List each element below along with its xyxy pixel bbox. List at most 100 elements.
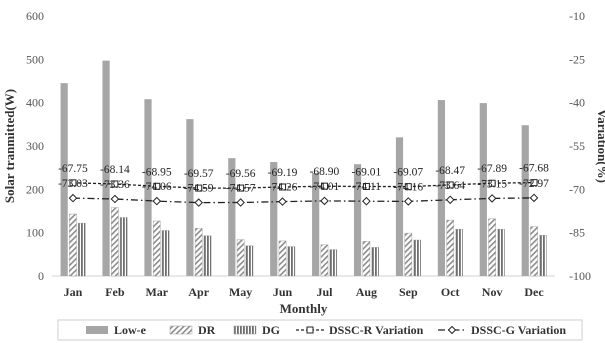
label-dssc-g: -73.36: [100, 179, 130, 191]
label-dssc-g: -74.57: [226, 183, 256, 195]
label-dssc-r: -67.75: [58, 163, 88, 175]
marker-dssc-g: [278, 197, 287, 206]
bar-low-e: [521, 125, 529, 276]
bar-dg: [497, 228, 505, 277]
marker-dssc-g: [68, 193, 78, 203]
y2-tick-label: -70: [569, 182, 585, 196]
label-dssc-r: -68.95: [142, 166, 172, 178]
label-dssc-r: -69.57: [184, 168, 214, 180]
label-dssc-r: -69.19: [268, 167, 298, 179]
bar-low-e: [60, 83, 68, 277]
label-dssc-g: -72.97: [519, 178, 549, 190]
marker-dssc-g: [529, 193, 539, 203]
bar-dr: [404, 232, 413, 277]
legend-dssc-r-marker: [306, 326, 314, 334]
marker-dssc-r: [195, 184, 203, 192]
y2-tick-label: -100: [569, 269, 591, 283]
legend-low-e-label: Low-e: [114, 323, 147, 337]
marker-dssc-r: [111, 180, 119, 188]
bar-dg: [287, 246, 296, 277]
bar-dr: [362, 241, 371, 277]
marker-dssc-g: [320, 196, 329, 206]
x-tick-label: Nov: [482, 285, 503, 299]
label-dssc-g: -74.06: [142, 181, 172, 193]
bar-low-e: [479, 103, 487, 276]
marker-dssc-r: [279, 183, 287, 191]
y2-tick-label: -25: [569, 52, 585, 66]
y-tick-label: 600: [26, 9, 44, 23]
bar-dg: [413, 239, 421, 277]
marker-dssc-g: [362, 196, 371, 206]
label-dssc-r: -67.68: [519, 163, 549, 175]
bar-low-e: [228, 158, 236, 276]
label-dssc-g: -73.64: [435, 180, 465, 192]
label-dssc-r: -67.89: [477, 163, 507, 175]
marker-dssc-g: [194, 198, 204, 207]
label-dssc-g: -74.11: [352, 181, 382, 193]
x-tick-label: Aug: [356, 285, 377, 299]
marker-dssc-g: [403, 197, 413, 206]
legend-dssc-g-marker: [447, 325, 457, 335]
bars: [60, 60, 547, 277]
legend-dr-swatch: [169, 325, 193, 335]
bar-dr: [194, 228, 203, 277]
x-tick-label: Mar: [145, 285, 168, 299]
lines: [68, 179, 539, 207]
label-dssc-g: -73.15: [477, 178, 507, 190]
line-dssc-r: [72, 181, 535, 189]
legend-dr-label: DR: [198, 323, 216, 337]
y-tick-label: 0: [38, 269, 44, 283]
bar-dr: [69, 213, 77, 277]
legend-dg-swatch: [233, 325, 257, 335]
x-tick-label: Sep: [399, 285, 418, 299]
bar-dg: [161, 230, 170, 277]
bar-dg: [539, 235, 547, 277]
label-dssc-g: -74.26: [268, 182, 298, 194]
x-tick-label: Feb: [105, 285, 125, 299]
bar-dr: [278, 240, 287, 277]
marker-dssc-r: [69, 179, 77, 187]
label-dssc-r: -68.90: [310, 166, 340, 178]
label-dssc-r: -68.47: [435, 165, 465, 177]
y2-tick-label: -10: [569, 9, 585, 23]
bar-low-e: [312, 172, 320, 276]
marker-dssc-r: [153, 182, 161, 190]
y-axis-title: Solar tranmitted(W): [2, 89, 17, 203]
bar-dr: [111, 207, 119, 277]
legend-dssc-g-label: DSSC-G Variation: [471, 323, 566, 337]
bar-low-e: [186, 119, 194, 276]
x-tick-label: Dec: [524, 285, 544, 299]
x-tick-label: May: [229, 285, 252, 299]
marker-dssc-r: [530, 179, 538, 187]
marker-dssc-g: [487, 194, 497, 203]
marker-dssc-r: [320, 182, 328, 190]
bar-low-e: [102, 60, 110, 277]
x-tick-label: Apr: [188, 285, 209, 299]
x-tick-label: Jul: [316, 285, 333, 299]
y2-tick-label: -85: [569, 226, 585, 240]
marker-dssc-g: [152, 196, 162, 206]
axes: 0 100 200 300 400 500 600 -10 -25 -40 -55 -70 -85 -10…: [2, 9, 605, 316]
y-tick-label: 200: [26, 182, 44, 196]
label-dssc-g: -74.16: [393, 181, 423, 193]
label-dssc-g: -74.01: [310, 181, 340, 193]
y-tick-label: 500: [26, 52, 44, 66]
y2-tick-label: -40: [569, 96, 585, 110]
bar-dg: [455, 228, 463, 277]
label-dssc-g: -74.59: [184, 183, 214, 195]
data-labels: -67.75 -68.14 -68.95 -69.57 -69.56 -69.19 -68.…: [58, 163, 549, 195]
label-dssc-r: -68.14: [100, 164, 130, 176]
bar-dr: [530, 226, 538, 277]
legend-low-e-swatch: [86, 326, 108, 334]
marker-dssc-g: [236, 198, 245, 207]
bar-low-e: [395, 137, 404, 276]
bar-dg: [77, 222, 86, 277]
line-dssc-g: [72, 197, 535, 204]
bar-dg: [119, 217, 128, 277]
label-dssc-r: -69.56: [226, 168, 256, 180]
bar-dg: [245, 245, 254, 277]
marker-dssc-g: [110, 194, 120, 204]
label-dssc-r: -69.01: [352, 166, 382, 178]
bar-low-e: [353, 164, 362, 276]
y2-axis-title: Variation(%): [595, 109, 605, 183]
